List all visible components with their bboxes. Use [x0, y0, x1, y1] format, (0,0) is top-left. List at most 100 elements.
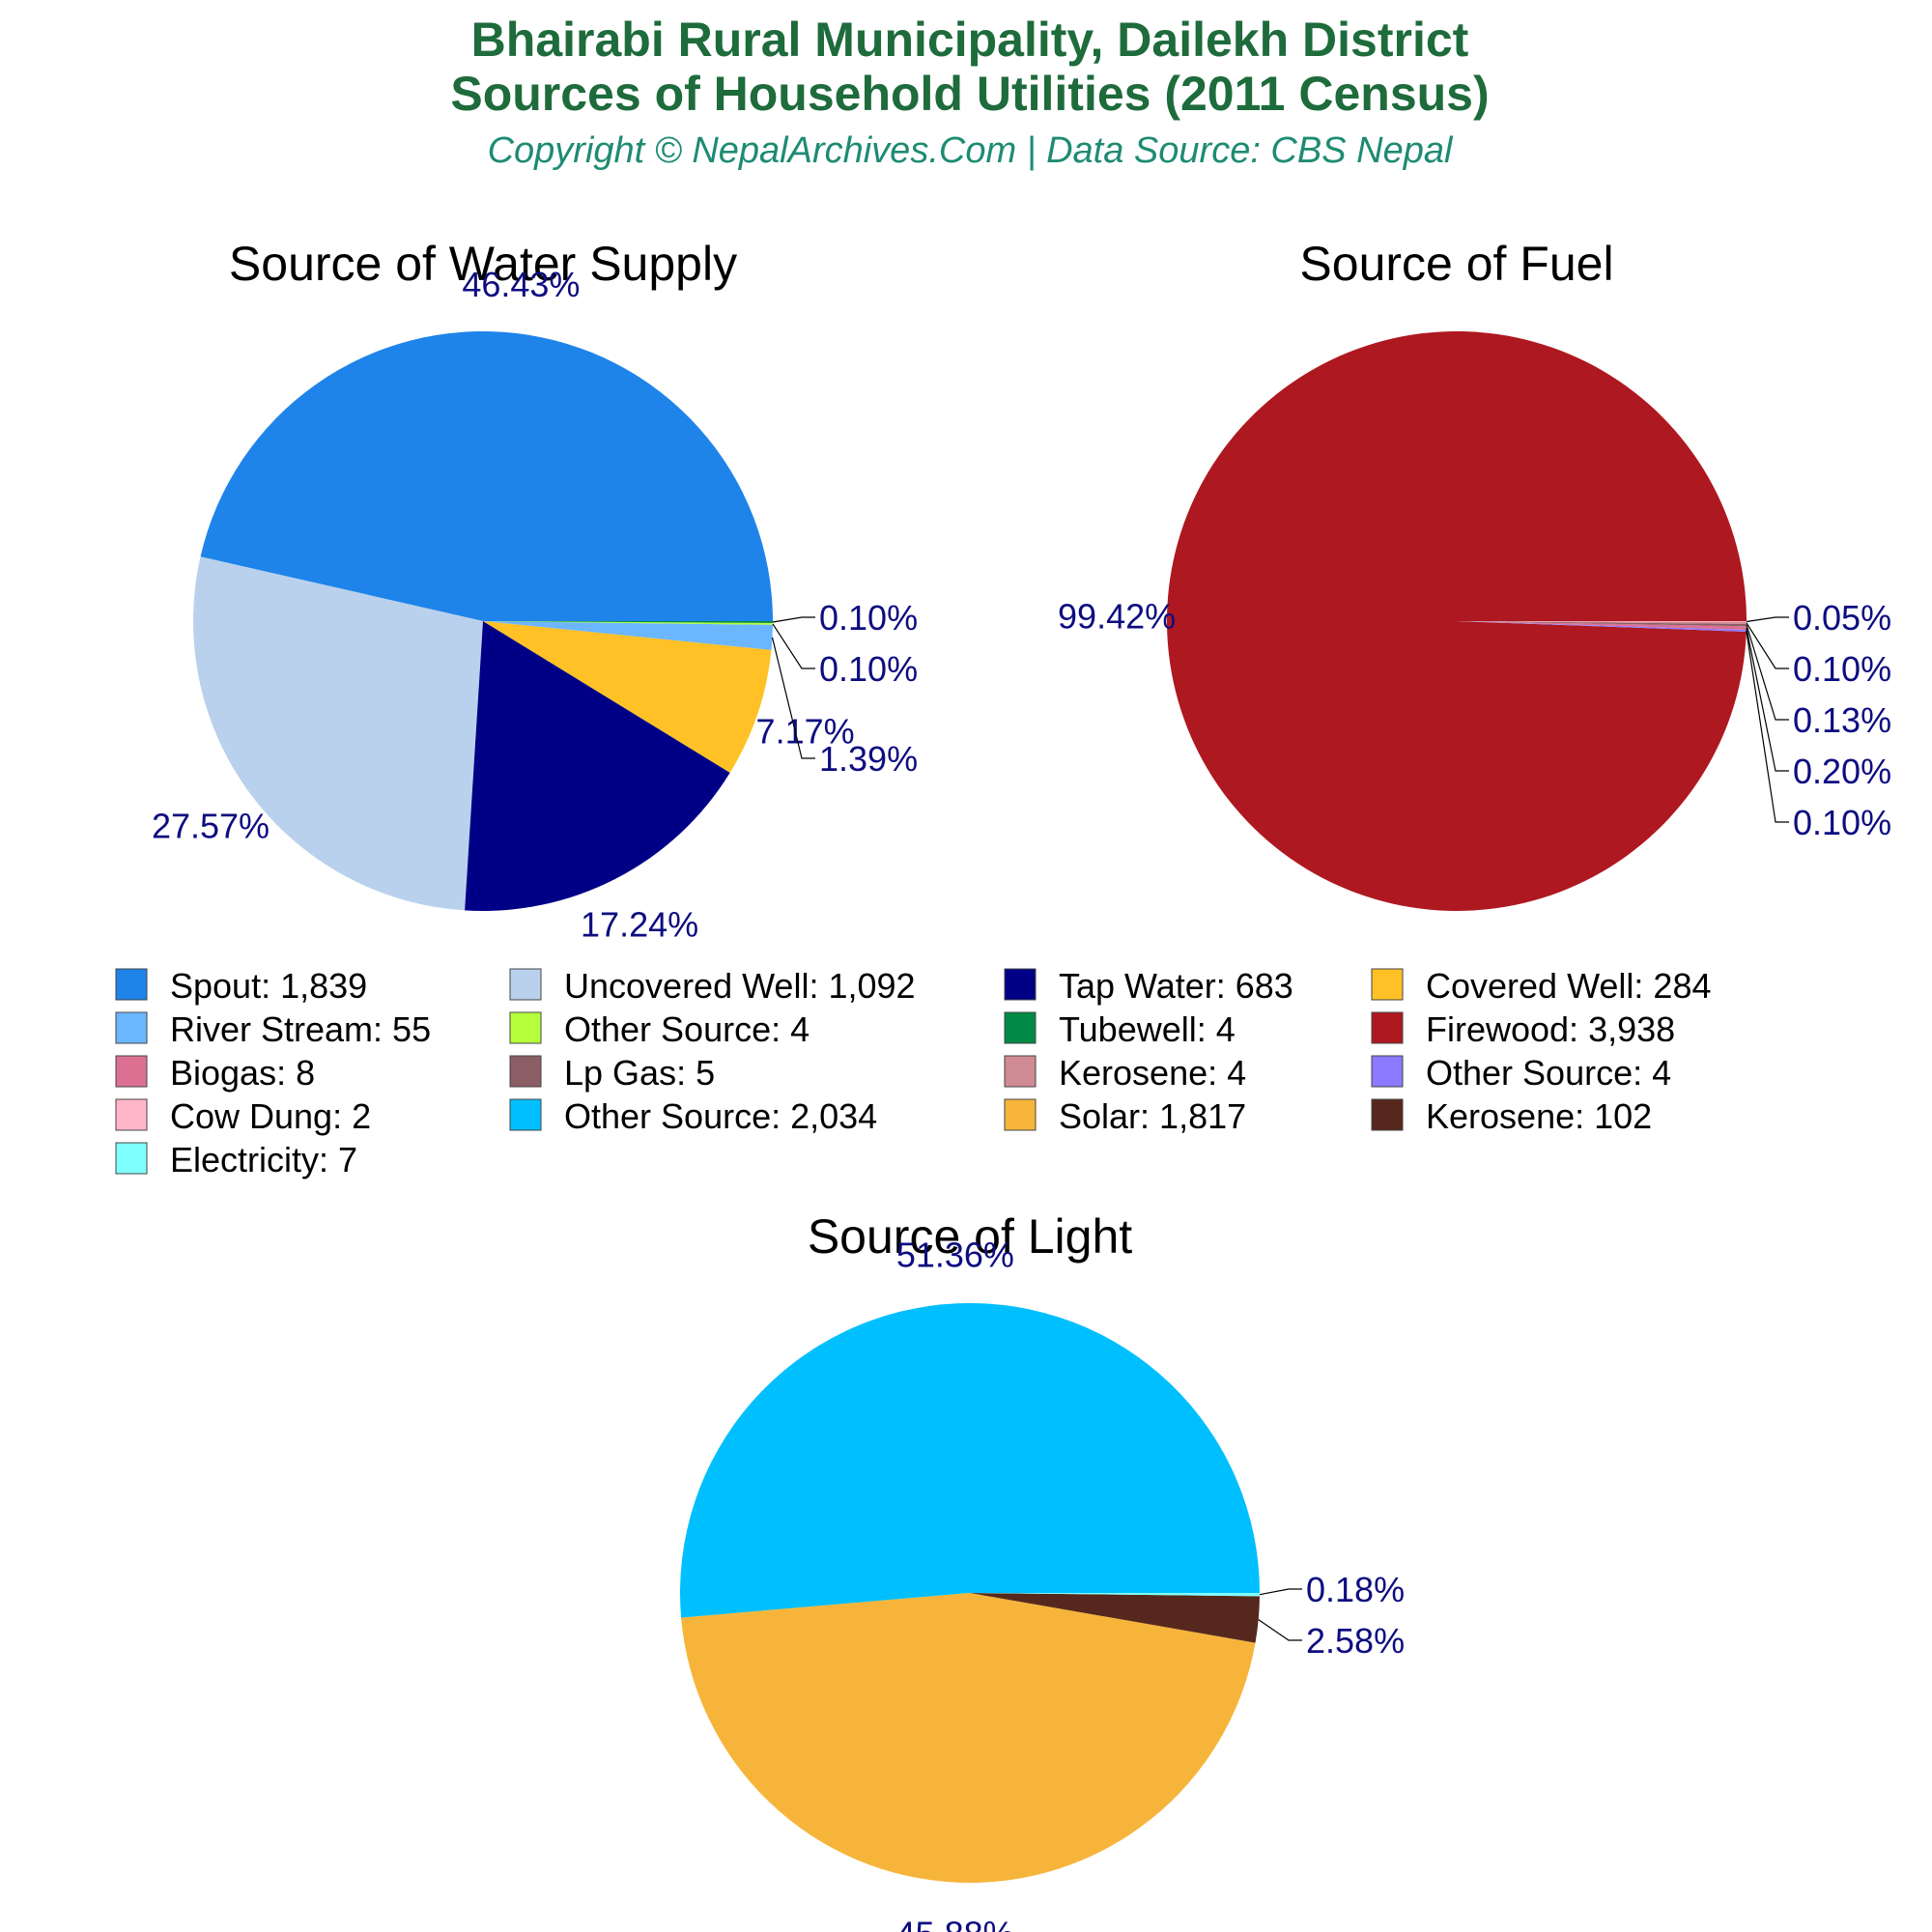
legend-label: Uncovered Well: 1,092	[564, 966, 916, 1006]
leader-line-water-tubewell	[772, 616, 815, 623]
legend-item-biogas-8: Biogas: 8	[115, 1053, 315, 1093]
pie-title-fuel: Source of Fuel	[1299, 237, 1613, 291]
leader-line-fuel-lp-gas	[1746, 624, 1789, 721]
pie-slice-fuel-biogas	[1457, 621, 1747, 631]
chart-title-line2: Sources of Household Utilities (2011 Cen…	[450, 67, 1489, 121]
pct-label-fuel-lp-gas: 0.13%	[1793, 700, 1891, 740]
legend-swatch	[115, 1142, 148, 1175]
pct-label-water-other-source: 0.10%	[819, 649, 918, 689]
pie-fuel: 99.42% 0.05% 0.10% 0.13% 0.20% 0.10%	[1058, 330, 1891, 911]
legend-swatch	[1371, 1011, 1404, 1044]
leader-line-fuel-cow-dung	[1746, 616, 1789, 623]
leader-line-fuel-other-source	[1746, 630, 1789, 823]
legend-label: Lp Gas: 5	[564, 1053, 715, 1093]
legend-item-other-source-4: Other Source: 4	[509, 1009, 810, 1049]
legend-swatch	[1004, 1098, 1037, 1131]
legend-item-solar-1-817: Solar: 1,817	[1004, 1096, 1246, 1136]
legend-item-spout-1-839: Spout: 1,839	[115, 966, 367, 1006]
pie-slice-fuel-firewood	[1167, 330, 1747, 911]
legend-item-river-stream-55: River Stream: 55	[115, 1009, 431, 1049]
legend-swatch	[509, 1098, 542, 1131]
pct-label-fuel-other-source: 0.10%	[1793, 803, 1891, 842]
legend-label: Electricity: 7	[170, 1140, 357, 1179]
pie-slice-water-spout	[200, 331, 773, 621]
pie-slice-water-tap-water	[465, 621, 730, 911]
legend-label: Other Source: 4	[564, 1009, 810, 1049]
legend-item-kerosene-102: Kerosene: 102	[1371, 1096, 1652, 1136]
legend-swatch	[1004, 1011, 1037, 1044]
legend-swatch	[115, 1055, 148, 1088]
pie-slice-light-kerosene	[970, 1593, 1260, 1643]
legend-swatch	[115, 1011, 148, 1044]
pie-light: 51.36% 45.88% 0.18% 2.58%	[680, 1235, 1405, 1932]
legend-label: Covered Well: 284	[1426, 966, 1712, 1006]
leader-line-water-other-source	[772, 623, 815, 669]
legend-label: Other Source: 4	[1426, 1053, 1671, 1093]
pct-label-water-covered-well: 7.17%	[756, 712, 855, 752]
legend-swatch	[509, 968, 542, 1001]
legend-label: Spout: 1,839	[170, 966, 367, 1006]
pct-label-fuel-kerosene: 0.10%	[1793, 649, 1891, 689]
pie-slice-fuel-other-source	[1457, 621, 1747, 632]
pct-label-water-uncovered-well: 27.57%	[152, 807, 270, 846]
legend-item-cow-dung-2: Cow Dung: 2	[115, 1096, 371, 1136]
legend-item-other-source-4: Other Source: 4	[1371, 1053, 1671, 1093]
legend-label: Tap Water: 683	[1059, 966, 1293, 1006]
legend-label: Solar: 1,817	[1059, 1096, 1246, 1136]
pie-water: 46.43% 27.57% 17.24% 7.17% 0.10% 0.10% 1.39%	[152, 265, 918, 944]
chart-title-line1: Bhairabi Rural Municipality, Dailekh Dis…	[471, 13, 1469, 67]
leader-line-light-electricity	[1259, 1588, 1302, 1596]
leader-line-fuel-kerosene	[1746, 622, 1789, 669]
pct-label-light-solar: 45.88%	[896, 1915, 1014, 1932]
pct-label-water-river-stream: 1.39%	[819, 739, 918, 779]
pct-label-light-electricity: 0.18%	[1306, 1570, 1405, 1609]
pie-slice-fuel-cow-dung	[1457, 621, 1747, 622]
leader-line-light-kerosene	[1258, 1619, 1302, 1641]
legend-item-lp-gas-5: Lp Gas: 5	[509, 1053, 715, 1093]
leader-line-water-river-stream	[771, 637, 815, 759]
pct-label-water-tubewell: 0.10%	[819, 598, 918, 638]
leader-line-fuel-biogas	[1746, 627, 1789, 772]
legend-swatch	[1004, 1055, 1037, 1088]
legend-label: Firewood: 3,938	[1426, 1009, 1675, 1049]
pie-slice-light-solar	[681, 1593, 1256, 1883]
pie-slice-water-covered-well	[483, 621, 772, 773]
pie-slice-light-electricity	[970, 1593, 1260, 1597]
pct-label-water-tap-water: 17.24%	[581, 904, 698, 944]
legend-label: Kerosene: 102	[1426, 1096, 1652, 1136]
pie-title-water: Source of Water Supply	[229, 237, 737, 291]
pie-slice-light-other-source	[680, 1303, 1260, 1618]
legend-swatch	[509, 1011, 542, 1044]
legend-item-uncovered-well-1-092: Uncovered Well: 1,092	[509, 966, 916, 1006]
pct-label-light-kerosene: 2.58%	[1306, 1621, 1405, 1661]
pct-label-light-other-source: 51.36%	[896, 1235, 1014, 1274]
legend-swatch	[1371, 968, 1404, 1001]
pct-label-water-spout: 46.43%	[462, 265, 580, 304]
legend-swatch	[115, 1098, 148, 1131]
chart-subtitle: Copyright © NepalArchives.Com | Data Sou…	[488, 130, 1454, 171]
legend-item-other-source-2-034: Other Source: 2,034	[509, 1096, 877, 1136]
pie-slice-fuel-kerosene	[1457, 621, 1747, 624]
pie-slice-water-uncovered-well	[193, 556, 484, 911]
pie-slice-fuel-lp-gas	[1457, 621, 1747, 627]
legend: Spout: 1,839 Uncovered Well: 1,092 Tap Wat…	[115, 966, 1712, 1179]
legend-swatch	[1371, 1098, 1404, 1131]
legend-swatch	[509, 1055, 542, 1088]
pie-slice-water-tubewell	[483, 621, 773, 623]
legend-item-electricity-7: Electricity: 7	[115, 1140, 357, 1179]
legend-item-firewood-3-938: Firewood: 3,938	[1371, 1009, 1675, 1049]
pie-title-light: Source of Light	[808, 1209, 1132, 1264]
legend-swatch	[1371, 1055, 1404, 1088]
pct-label-fuel-cow-dung: 0.05%	[1793, 598, 1891, 638]
legend-swatch	[1004, 968, 1037, 1001]
legend-item-tubewell-4: Tubewell: 4	[1004, 1009, 1236, 1049]
pies-layer: 46.43% 27.57% 17.24% 7.17% 0.10% 0.10% 1.39% 99…	[152, 265, 1891, 1932]
legend-label: Tubewell: 4	[1059, 1009, 1236, 1049]
pct-label-fuel-biogas: 0.20%	[1793, 752, 1891, 791]
legend-item-covered-well-284: Covered Well: 284	[1371, 966, 1712, 1006]
pie-slice-water-river-stream	[483, 621, 773, 650]
legend-item-tap-water-683: Tap Water: 683	[1004, 966, 1293, 1006]
pie-slice-water-other-source	[483, 621, 773, 625]
legend-label: Kerosene: 4	[1059, 1053, 1246, 1093]
legend-label: Cow Dung: 2	[170, 1096, 371, 1136]
